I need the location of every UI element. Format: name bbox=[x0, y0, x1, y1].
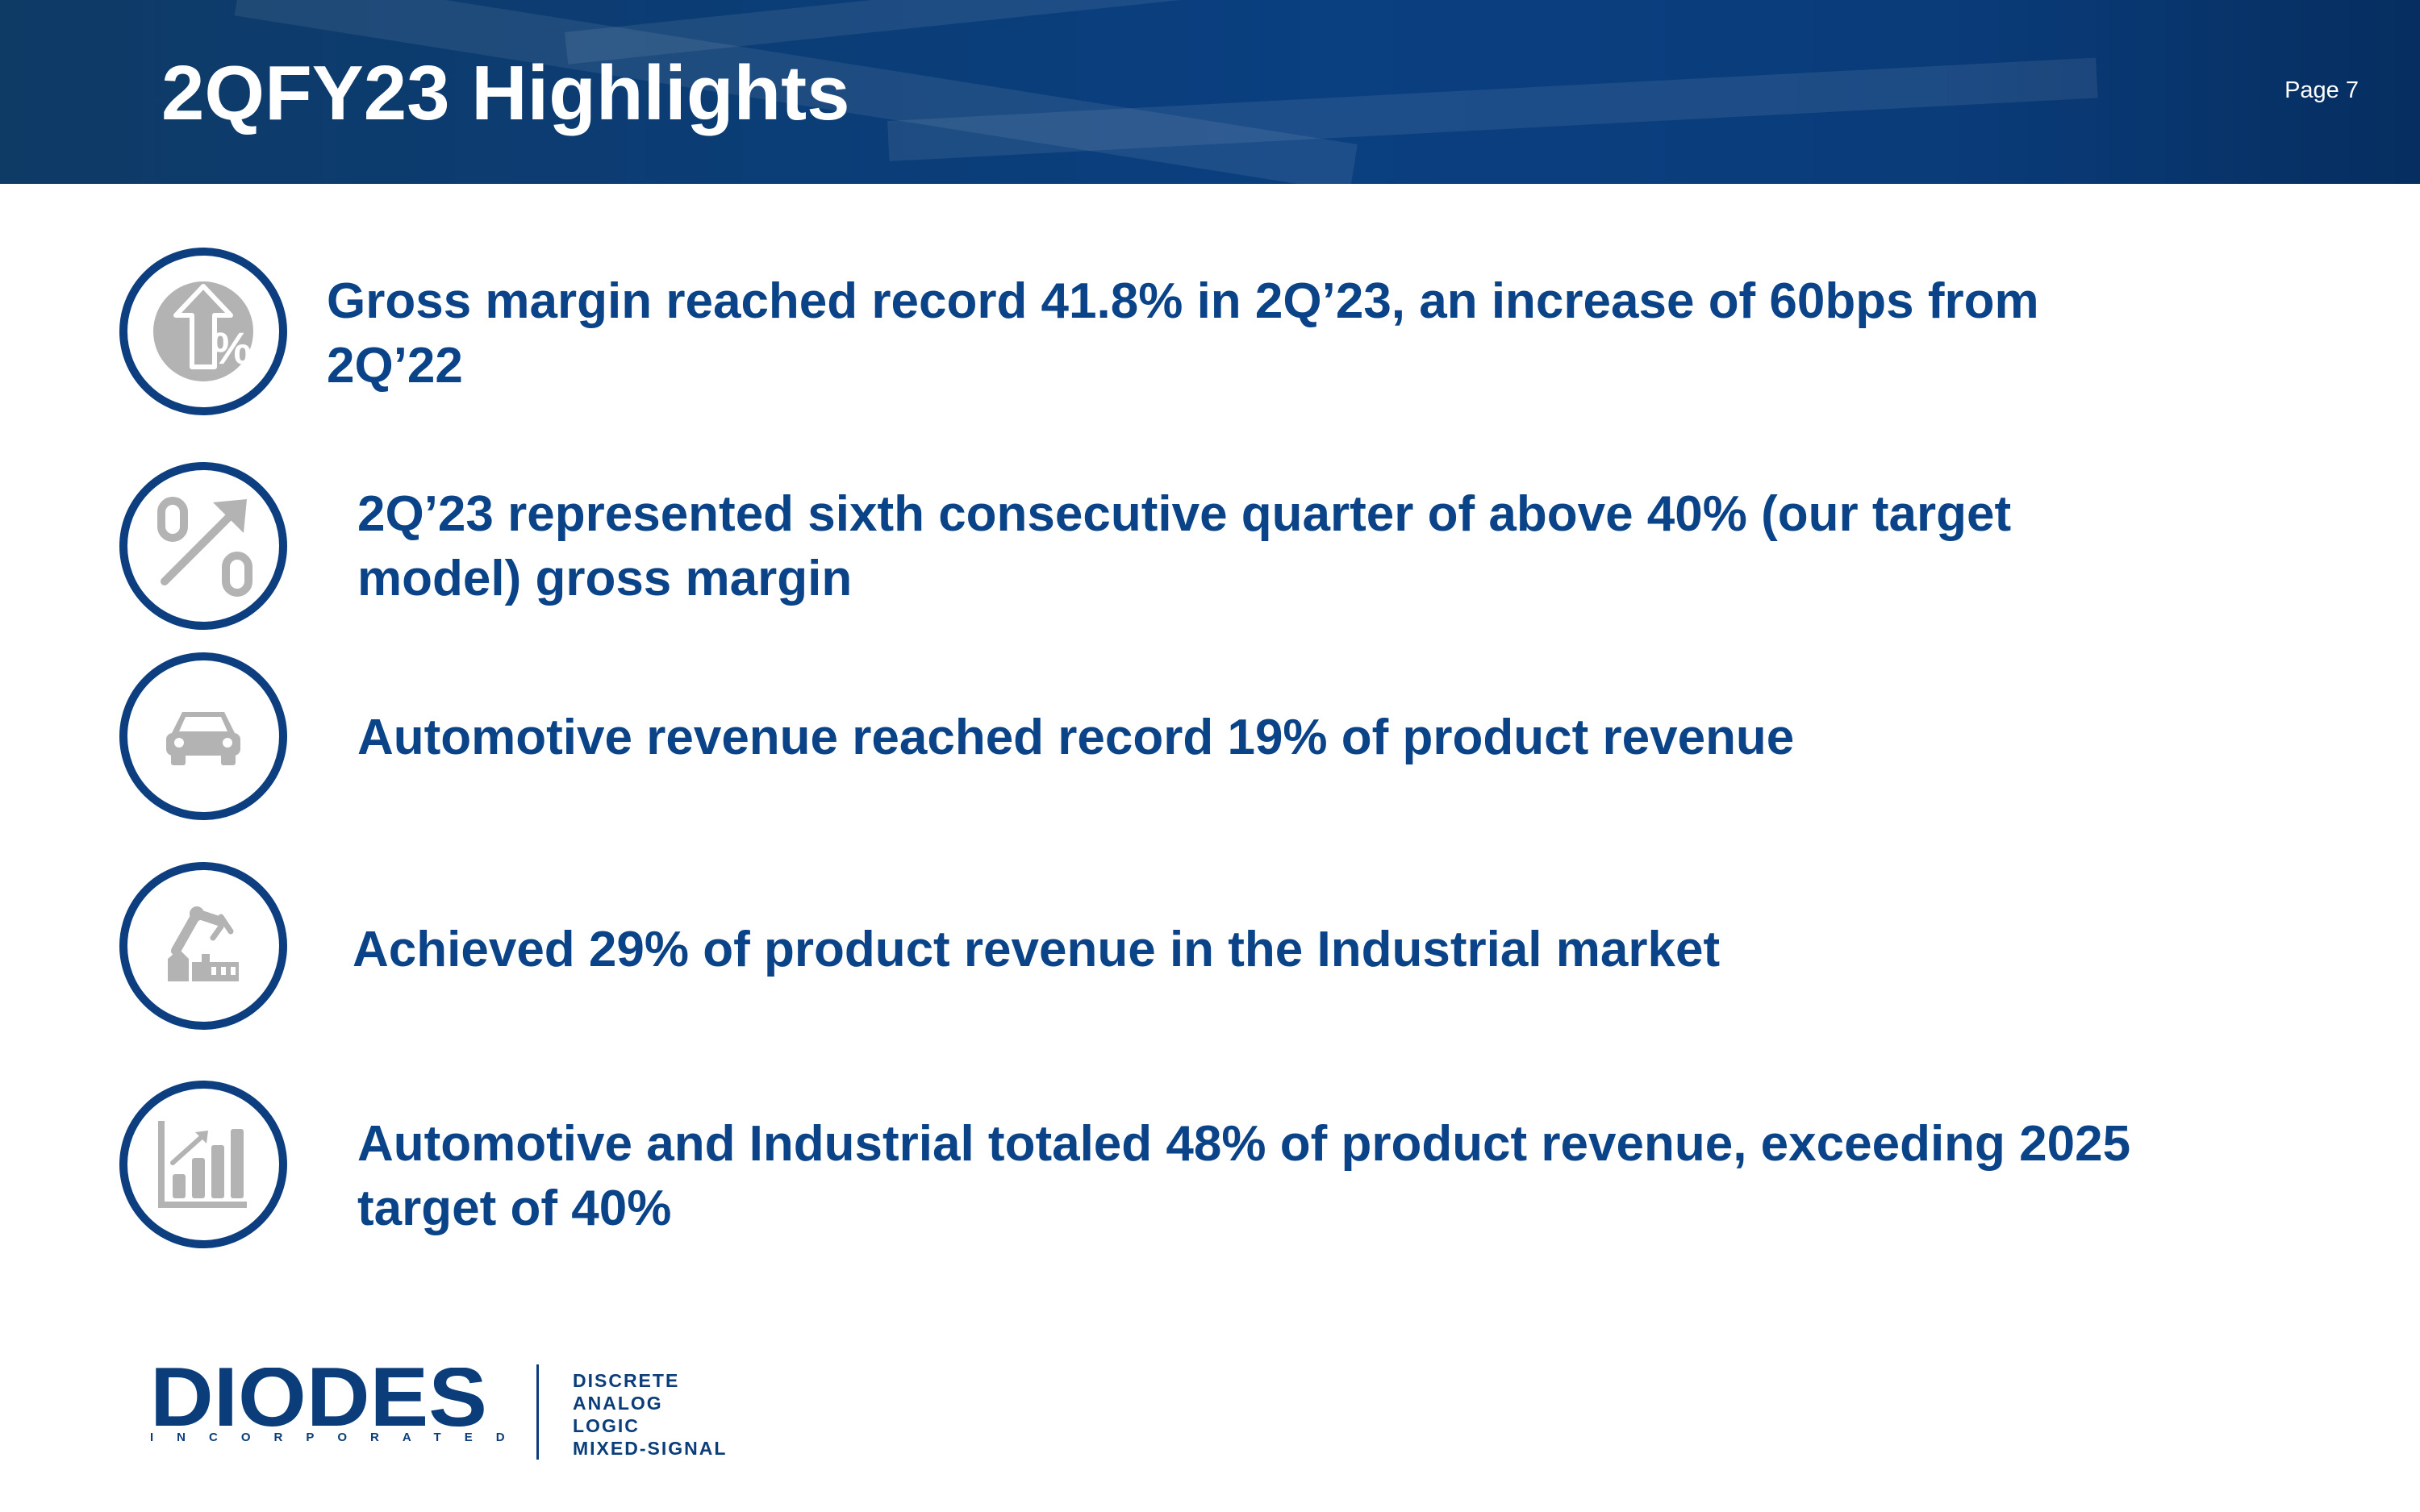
tag-analog: ANALOG bbox=[573, 1393, 663, 1414]
highlight-sixth-quarter: 2Q’23 represented sixth consecutive quar… bbox=[357, 486, 2012, 606]
percent-up-arrow-icon: % bbox=[118, 246, 289, 417]
logo-subtitle: INCORPORATED bbox=[150, 1431, 528, 1444]
factory-robot-icon bbox=[118, 860, 289, 1031]
car-icon bbox=[118, 651, 289, 822]
page-number: Page 7 bbox=[2284, 77, 2359, 103]
header-banner: 2QFY23 Highlights Page 7 bbox=[0, 0, 2420, 184]
percent-trend-icon bbox=[118, 460, 289, 631]
tag-discrete: DISCRETE bbox=[573, 1370, 680, 1391]
highlight-industrial: Achieved 29% of product revenue in the I… bbox=[353, 922, 1721, 977]
tag-logic: LOGIC bbox=[573, 1415, 640, 1436]
highlight-automotive: Automotive revenue reached record 19% of… bbox=[357, 710, 1795, 765]
bar-chart-growth-icon bbox=[118, 1079, 289, 1250]
svg-text:%: % bbox=[211, 323, 252, 373]
tag-mixed-signal: MIXED-SIGNAL bbox=[573, 1438, 728, 1459]
highlight-auto-industrial-total: Automotive and Industrial totaled 48% of… bbox=[357, 1116, 2131, 1236]
product-tags: DISCRETE ANALOG LOGIC MIXED-SIGNAL bbox=[573, 1369, 815, 1460]
slide-title: 2QFY23 Highlights bbox=[161, 50, 850, 136]
highlight-gross-margin: Gross margin reached record 41.8% in 2Q’… bbox=[327, 273, 2039, 394]
logo-divider bbox=[536, 1364, 539, 1460]
svg-text:DIODES: DIODES bbox=[150, 1368, 487, 1444]
diodes-logo: DIODES INCORPORATED bbox=[150, 1368, 528, 1463]
